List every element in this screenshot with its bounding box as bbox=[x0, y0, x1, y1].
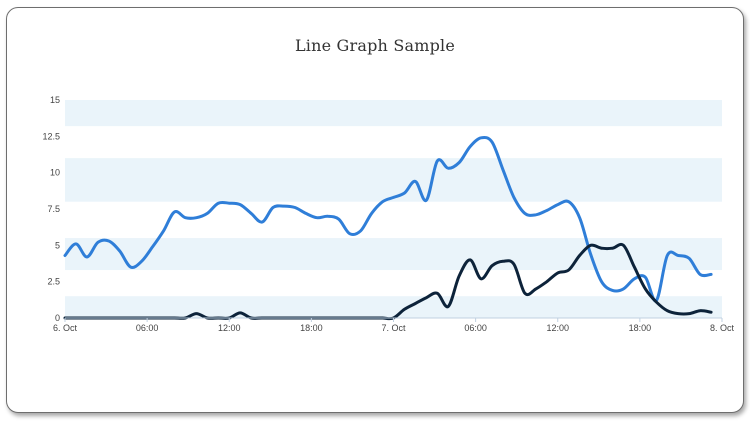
grid-band-2 bbox=[65, 158, 722, 202]
y-tick-label: 0 bbox=[55, 313, 60, 323]
y-tick-label: 15 bbox=[50, 95, 60, 105]
chart-title: Line Graph Sample bbox=[294, 36, 456, 55]
x-tick-label: 12:00 bbox=[546, 323, 569, 333]
y-tick-label: 12.5 bbox=[42, 131, 60, 141]
series-line-1[interactable] bbox=[63, 135, 713, 303]
x-tick-label: 06:00 bbox=[464, 323, 487, 333]
x-tick-label: 18:00 bbox=[629, 323, 652, 333]
y-tick-label: 5 bbox=[55, 240, 60, 250]
y-axis-ticks: 0 2.5 5 7.5 10 12.5 15 bbox=[42, 95, 60, 323]
x-tick-label: 18:00 bbox=[300, 323, 323, 333]
grid-band-0 bbox=[65, 296, 722, 318]
y-tick-label: 10 bbox=[50, 168, 60, 178]
x-tick-label: 6. Oct bbox=[53, 323, 78, 333]
x-tick-label: 06:00 bbox=[136, 323, 159, 333]
y-tick-label: 2.5 bbox=[47, 277, 60, 287]
grid-bands bbox=[65, 100, 722, 318]
y-tick-label: 7.5 bbox=[47, 204, 60, 214]
x-tick-label: 7. Oct bbox=[381, 323, 406, 333]
x-axis-ticks: 6. Oct 06:00 12:00 18:00 7. Oct 06:00 12:00 18:… bbox=[53, 318, 735, 333]
grid-band-3 bbox=[65, 100, 722, 127]
x-tick-label: 8. Oct bbox=[710, 323, 735, 333]
x-tick-label: 12:00 bbox=[218, 323, 241, 333]
grid-band-1 bbox=[65, 238, 722, 271]
